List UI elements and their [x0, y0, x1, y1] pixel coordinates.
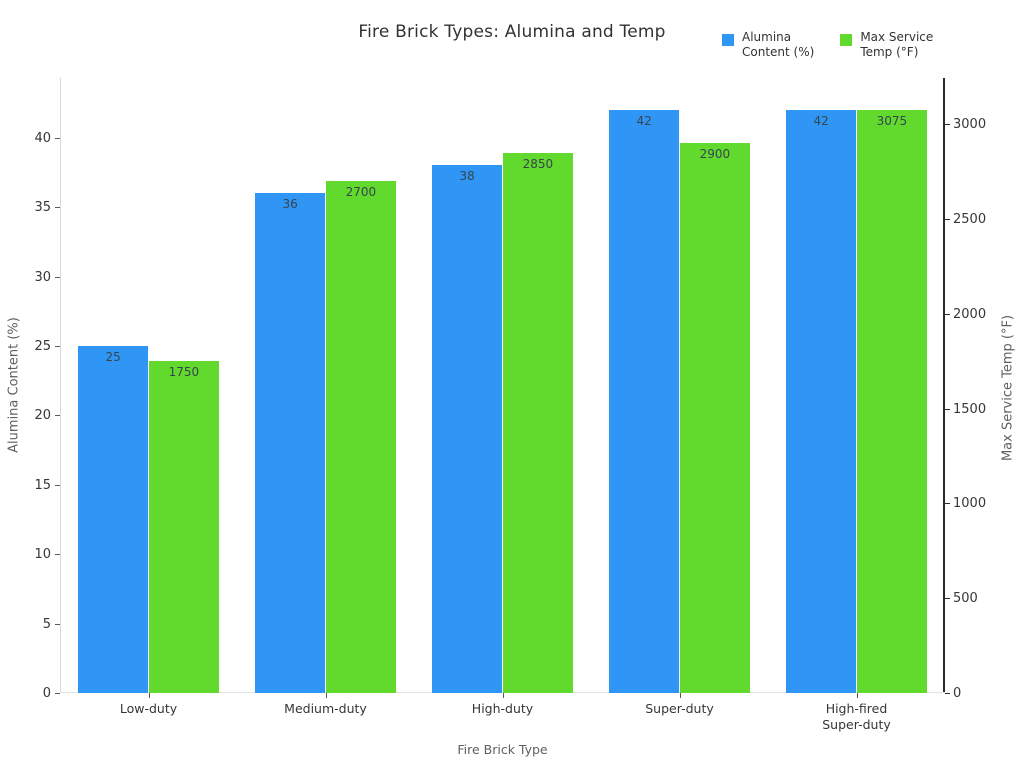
x-axis-tick-label: Medium-duty — [284, 701, 367, 716]
y-axis-tick-label: 5 — [42, 616, 51, 632]
y-axis-tick-mark — [945, 408, 950, 410]
right-axis-spine — [943, 78, 945, 693]
bar-value-label: 42 — [813, 113, 829, 128]
bar-value-label: 42 — [636, 113, 652, 128]
y-axis-tick-mark — [945, 598, 950, 600]
y-axis-tick-label: 0 — [953, 686, 962, 701]
bar-value-label: 3075 — [876, 114, 908, 129]
y-axis-tick-label: 15 — [34, 477, 51, 493]
legend-swatch — [722, 34, 734, 46]
y-axis-tick-mark — [55, 137, 60, 139]
y-axis-tick-label: 3000 — [953, 117, 987, 133]
legend: Alumina Content (%) Max Service Temp (°F) — [722, 30, 933, 60]
y-axis-tick-label: 500 — [953, 591, 978, 607]
y-axis-tick-mark — [945, 503, 950, 505]
bar — [77, 345, 149, 693]
y-axis-tick-mark — [945, 124, 950, 126]
bar — [148, 361, 220, 693]
y-axis-tick-mark — [55, 623, 60, 625]
legend-entry-label: Max Service Temp (°F) — [860, 30, 934, 59]
bar-value-label: 25 — [105, 349, 121, 364]
bar-value-label: 2850 — [522, 156, 554, 171]
y-axis-tick-mark — [55, 345, 60, 347]
legend-swatch — [840, 34, 853, 46]
x-axis-tick-label: Super-duty — [645, 701, 714, 716]
legend-entry-label: Alumina Content (%) — [742, 30, 815, 59]
bar — [254, 193, 326, 693]
y-axis-tick-label: 1500 — [953, 401, 987, 417]
y-axis-tick-label: 0 — [42, 686, 51, 701]
bar — [608, 109, 680, 693]
bar — [431, 165, 503, 693]
y-axis-tick-label: 2500 — [953, 212, 987, 228]
y-axis-tick-mark — [55, 554, 60, 556]
x-axis-tick-mark — [679, 693, 681, 698]
x-axis-tick-label: Low-duty — [119, 701, 178, 716]
y-axis-tick-mark — [55, 207, 60, 209]
plot-area: 25 1750 36 2700 38 2850 42 2900 42 3075 — [60, 78, 945, 693]
bar-value-label: 2900 — [699, 147, 731, 162]
y-axis-tick-mark — [945, 219, 950, 221]
bar-value-label: 2700 — [345, 185, 377, 200]
y-axis-tick-mark — [945, 313, 950, 315]
y-axis-tick-mark — [55, 415, 60, 417]
x-axis-tick-mark — [856, 693, 858, 698]
legend-entry: Max Service Temp (°F) — [840, 30, 933, 60]
y-axis-tick-mark — [55, 693, 60, 694]
bar-value-label: 1750 — [168, 365, 200, 380]
x-axis-tick-label: High-duty — [471, 701, 534, 716]
left-axis-spine — [60, 78, 61, 693]
bar — [325, 181, 397, 693]
y-axis-tick-label: 10 — [34, 547, 51, 563]
x-axis-tick-mark — [502, 693, 504, 698]
bar — [679, 143, 751, 693]
y-axis-tick-label: 1000 — [953, 496, 987, 512]
bar-value-label: 38 — [459, 169, 475, 184]
y-axis-tick-label: 40 — [34, 130, 51, 146]
y-axis-tick-label: 35 — [34, 200, 51, 216]
bar — [785, 109, 857, 693]
y-axis-tick-mark — [945, 693, 950, 694]
x-axis-tick-mark — [325, 693, 327, 698]
x-axis-tick-mark — [148, 693, 150, 698]
x-axis-tick-label: High-fired Super-duty — [822, 701, 891, 733]
y-axis-tick-label: 30 — [34, 269, 51, 285]
y-axis-left-title: Alumina Content (%) — [6, 317, 22, 453]
y-axis-tick-mark — [55, 484, 60, 486]
bar-value-label: 36 — [282, 197, 298, 212]
legend-entry: Alumina Content (%) — [722, 30, 814, 60]
x-axis-title: Fire Brick Type — [457, 742, 548, 757]
y-axis-tick-label: 25 — [34, 338, 51, 354]
bar — [856, 110, 928, 693]
y-axis-tick-label: 20 — [34, 408, 51, 424]
chart-title: Fire Brick Types: Alumina and Temp — [358, 22, 666, 42]
y-axis-tick-label: 2000 — [953, 306, 987, 322]
y-axis-right-title: Max Service Temp (°F) — [1000, 314, 1016, 462]
y-axis-tick-mark — [55, 276, 60, 278]
bar — [502, 152, 574, 693]
